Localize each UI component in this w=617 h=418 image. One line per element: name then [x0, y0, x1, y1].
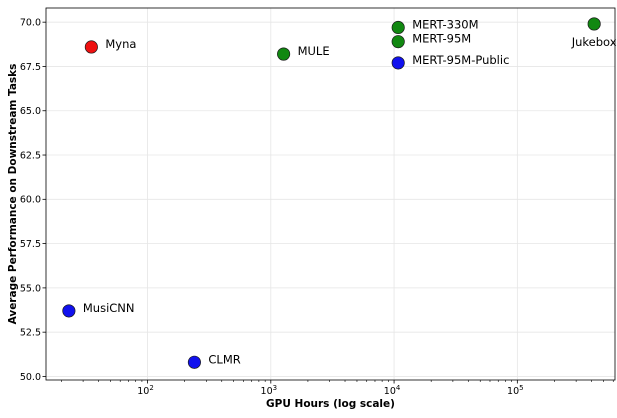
x-tick-label-exponent: 5 — [519, 384, 523, 392]
data-point-label: Myna — [105, 37, 136, 51]
data-point — [391, 20, 405, 35]
plot-area — [45, 7, 616, 381]
data-point — [62, 304, 76, 318]
data-point — [187, 355, 201, 369]
x-tick-label-exponent: 4 — [396, 384, 401, 392]
data-point — [587, 17, 601, 31]
y-tick-label: 57.5 — [20, 239, 41, 250]
data-point-label: MERT-95M-Public — [412, 53, 509, 67]
data-point-label: CLMR — [208, 352, 240, 366]
y-tick-label: 65.0 — [20, 106, 41, 117]
data-point — [391, 56, 405, 70]
data-point — [84, 40, 98, 54]
y-tick-label: 52.5 — [20, 328, 41, 339]
x-axis-label: GPU Hours (log scale) — [266, 398, 395, 410]
data-point-label: MULE — [298, 44, 330, 58]
x-tick-label-exponent: 2 — [149, 384, 153, 392]
y-tick-label: 55.0 — [20, 283, 41, 294]
y-tick-label: 70.0 — [20, 18, 41, 29]
data-point-label: MusiCNN — [83, 301, 135, 315]
y-tick-label: 50.0 — [20, 372, 41, 383]
y-tick-label: 67.5 — [20, 62, 41, 73]
y-tick-label: 60.0 — [20, 195, 41, 206]
data-point-label: Jukebox — [571, 35, 617, 49]
x-tick-label-exponent: 3 — [273, 384, 277, 392]
data-point — [277, 47, 291, 61]
data-point — [391, 35, 405, 49]
data-point-label: MERT-95M — [412, 32, 471, 46]
grid-lines — [46, 8, 615, 380]
y-tick-label: 62.5 — [20, 150, 41, 161]
data-point-label: MERT-330M — [412, 17, 478, 31]
y-axis-label: Average Performance on Downstream Tasks — [7, 64, 19, 325]
